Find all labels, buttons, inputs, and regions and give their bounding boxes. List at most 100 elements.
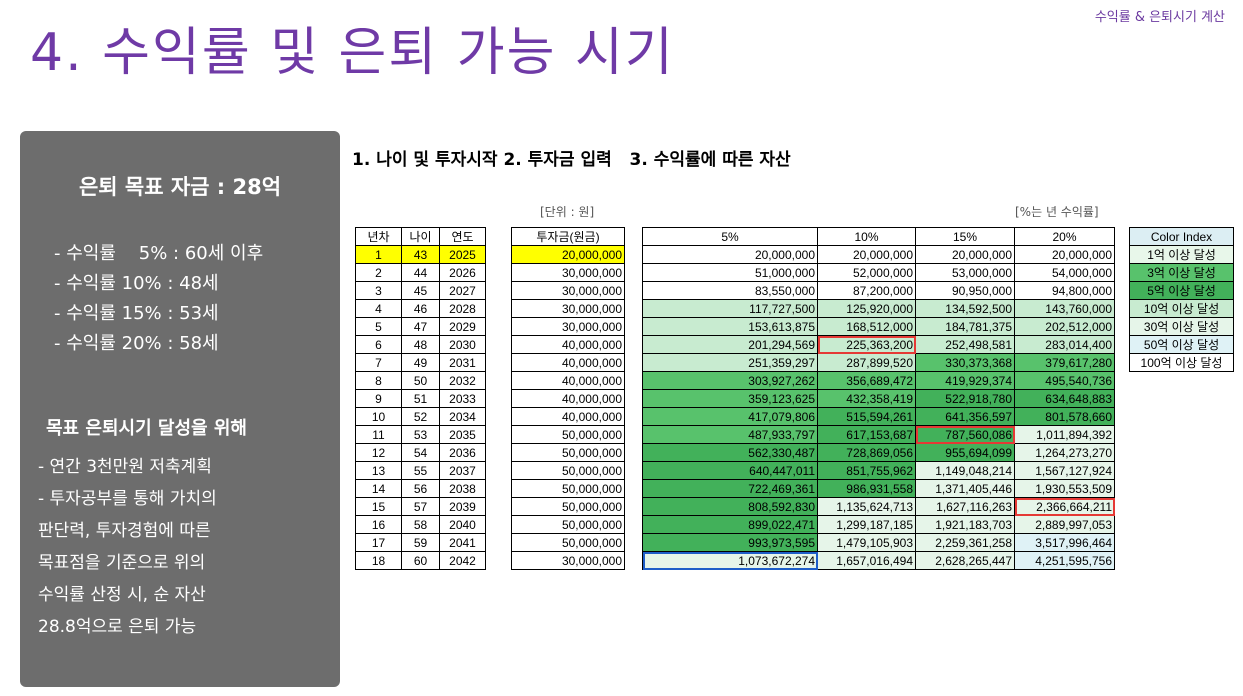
col-header: 20% xyxy=(1014,227,1115,246)
table-row: 1,073,672,274 1,657,016,494 2,628,265,447 4… xyxy=(642,551,1115,570)
table-cell: 2036 xyxy=(439,443,486,462)
table-cell: 20,000,000 xyxy=(817,245,916,264)
year-age-table: 년차 나이 연도 1 43 2025 2 44 2026 3 45 2027 4 46 2028 5 47… xyxy=(355,227,486,570)
table-cell: 53 xyxy=(401,425,440,444)
table-cell: 634,648,883 xyxy=(1014,389,1115,408)
table-cell: 515,594,261 xyxy=(817,407,916,426)
color-index-header: Color Index xyxy=(1129,227,1234,246)
table-cell: 59 xyxy=(401,533,440,552)
summary-panel: 은퇴 목표 자금 : 28억 - 수익률 5% : 60세 이후 - 수익률 1… xyxy=(20,131,340,687)
table-cell: 252,498,581 xyxy=(915,335,1015,354)
table-cell: 2027 xyxy=(439,281,486,300)
table-row: 2 44 2026 xyxy=(355,263,486,282)
table-row: 303,927,262 356,689,472 419,929,374 495,540… xyxy=(642,371,1115,390)
table-cell: 13 xyxy=(355,461,402,480)
asset-growth-table: 5% 10% 15% 20% 20,000,000 20,000,000 20,00… xyxy=(642,227,1115,570)
table-row: 30,000,000 xyxy=(511,551,625,570)
table-cell: 50 xyxy=(401,371,440,390)
table-cell: 45 xyxy=(401,281,440,300)
table-cell: 30,000,000 xyxy=(511,263,625,282)
table-row: 40,000,000 xyxy=(511,353,625,372)
table-cell: 899,022,471 xyxy=(642,515,818,534)
table-cell: 50,000,000 xyxy=(511,533,625,552)
table-row: 8 50 2032 xyxy=(355,371,486,390)
color-index-item: 100억 이상 달성 xyxy=(1129,353,1234,372)
rate-item: - 수익률 20% : 58세 xyxy=(54,333,219,354)
table-row: 17 59 2041 xyxy=(355,533,486,552)
note-line: 판단력, 투자경험에 따른 xyxy=(38,521,211,541)
table-cell: 30,000,000 xyxy=(511,281,625,300)
table-row: 808,592,830 1,135,624,713 1,627,116,263 2,3… xyxy=(642,497,1115,516)
table-row: 417,079,806 515,594,261 641,356,597 801,578… xyxy=(642,407,1115,426)
rate-list: - 수익률 5% : 60세 이후 - 수익률 10% : 48세 - 수익률 … xyxy=(54,239,263,359)
table-row: 83,550,000 87,200,000 90,950,000 94,800,000 xyxy=(642,281,1115,300)
table-row: 18 60 2042 xyxy=(355,551,486,570)
table-cell: 419,929,374 xyxy=(915,371,1015,390)
col-header: 나이 xyxy=(401,227,440,246)
table-cell: 1,011,894,392 xyxy=(1014,425,1115,444)
note-line: 수익률 산정 시, 순 자산 xyxy=(38,585,206,605)
table-cell: 17 xyxy=(355,533,402,552)
table-cell: 1,299,187,185 xyxy=(817,515,916,534)
table-cell: 1,657,016,494 xyxy=(817,551,916,570)
table-cell: 728,869,056 xyxy=(817,443,916,462)
table-cell: 12 xyxy=(355,443,402,462)
table-row: 50,000,000 xyxy=(511,497,625,516)
table-cell: 2035 xyxy=(439,425,486,444)
table-row: 10 52 2034 xyxy=(355,407,486,426)
table-row: 100억 이상 달성 xyxy=(1129,353,1234,372)
table-cell: 2,259,361,258 xyxy=(915,533,1015,552)
table-cell: 2 xyxy=(355,263,402,282)
table-cell: 287,899,520 xyxy=(817,353,916,372)
table-row: 30억 이상 달성 xyxy=(1129,317,1234,336)
color-index-item: 10억 이상 달성 xyxy=(1129,299,1234,318)
table-cell: 143,760,000 xyxy=(1014,299,1115,318)
table-row: 5억 이상 달성 xyxy=(1129,281,1234,300)
table-cell: 3,517,996,464 xyxy=(1014,533,1115,552)
table-row: 9 51 2033 xyxy=(355,389,486,408)
table-cell: 48 xyxy=(401,335,440,354)
table-cell: 640,447,011 xyxy=(642,461,818,480)
panel-title: 은퇴 목표 자금 : 28억 xyxy=(78,175,282,199)
table-cell: 46 xyxy=(401,299,440,318)
table-row: 50,000,000 xyxy=(511,461,625,480)
table-cell: 6 xyxy=(355,335,402,354)
color-index-item: 5억 이상 달성 xyxy=(1129,281,1234,300)
table-cell: 50,000,000 xyxy=(511,479,625,498)
table-cell: 303,927,262 xyxy=(642,371,818,390)
table-cell: 2028 xyxy=(439,299,486,318)
table-cell: 15 xyxy=(355,497,402,516)
table-cell: 90,950,000 xyxy=(915,281,1015,300)
table-cell: 356,689,472 xyxy=(817,371,916,390)
page-subtitle: 수익률 & 은퇴시기 계산 xyxy=(1094,10,1225,25)
color-index-item: 30억 이상 달성 xyxy=(1129,317,1234,336)
table-cell: 52,000,000 xyxy=(817,263,916,282)
table-cell: 44 xyxy=(401,263,440,282)
table-row: 40,000,000 xyxy=(511,407,625,426)
table-cell: 2025 xyxy=(439,245,486,264)
table-cell: 50,000,000 xyxy=(511,461,625,480)
table-cell: 993,973,595 xyxy=(642,533,818,552)
table-row: 10억 이상 달성 xyxy=(1129,299,1234,318)
table-cell: 7 xyxy=(355,353,402,372)
table-cell: 40,000,000 xyxy=(511,335,625,354)
table-cell: 18 xyxy=(355,551,402,570)
table-cell: 83,550,000 xyxy=(642,281,818,300)
table-cell: 40,000,000 xyxy=(511,389,625,408)
table-cell: 1,930,553,509 xyxy=(1014,479,1115,498)
table-cell: 1,371,405,446 xyxy=(915,479,1015,498)
table-cell: 787,560,086 xyxy=(915,425,1015,444)
table-cell: 9 xyxy=(355,389,402,408)
table-cell: 1,567,127,924 xyxy=(1014,461,1115,480)
table-cell: 52 xyxy=(401,407,440,426)
unit-label-won: [단위 : 원] xyxy=(540,205,595,219)
table-row: 117,727,500 125,920,000 134,592,500 143,760… xyxy=(642,299,1115,318)
table-cell: 58 xyxy=(401,515,440,534)
table-cell: 57 xyxy=(401,497,440,516)
table-row: 11 53 2035 xyxy=(355,425,486,444)
table-cell: 495,540,736 xyxy=(1014,371,1115,390)
table-cell: 14 xyxy=(355,479,402,498)
table-row: 50,000,000 xyxy=(511,425,625,444)
table-cell: 168,512,000 xyxy=(817,317,916,336)
table-cell: 54 xyxy=(401,443,440,462)
